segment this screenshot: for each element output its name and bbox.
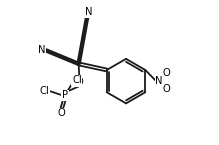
Text: P: P (62, 90, 68, 100)
Text: O: O (163, 68, 170, 78)
Text: Cl: Cl (40, 86, 50, 96)
Text: N: N (38, 45, 46, 55)
Text: O: O (163, 84, 170, 94)
Text: N: N (85, 7, 92, 17)
Text: Cl: Cl (72, 75, 82, 85)
Text: N: N (155, 76, 163, 86)
Text: O: O (76, 77, 83, 87)
Text: O: O (58, 108, 65, 118)
